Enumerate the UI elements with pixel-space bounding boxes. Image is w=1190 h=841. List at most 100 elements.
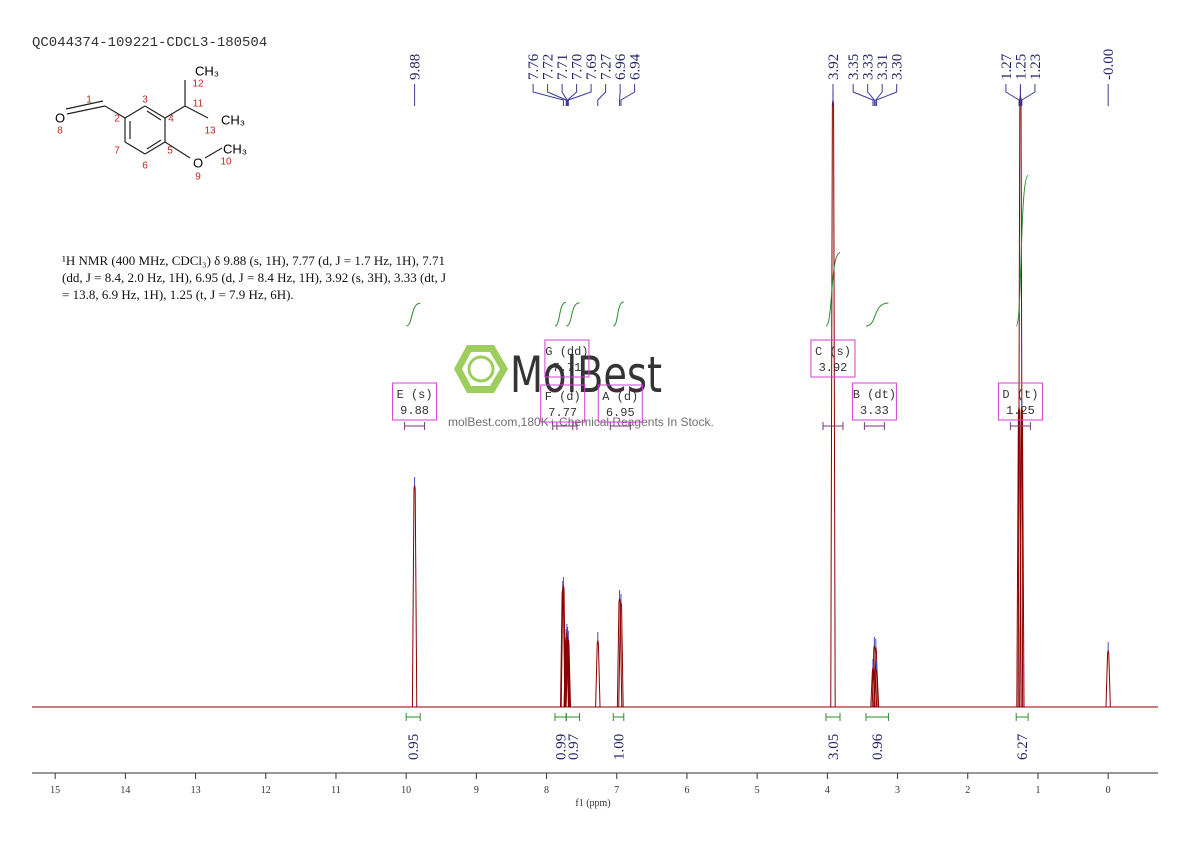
atom-number: 7 [114, 146, 120, 157]
peak-label: 3.35 [846, 54, 862, 80]
integral-bracket [565, 713, 581, 721]
peak-leader [567, 84, 578, 106]
integral-label: 1.00 [612, 734, 628, 760]
atom-number: 1 [86, 95, 92, 106]
x-tick-label: 0 [1106, 785, 1111, 796]
integral-curve [825, 252, 841, 327]
atom-number: 8 [57, 126, 63, 137]
atom-number: 5 [167, 146, 173, 157]
integral-bracket [865, 713, 889, 721]
peak-label: 7.69 [584, 54, 600, 80]
peak-label: -0.00 [1101, 49, 1117, 80]
atom-label: O [193, 155, 203, 170]
multiplet-box [851, 382, 897, 421]
x-tick-label: 8 [544, 785, 549, 796]
multiplet-shift: 3.33 [860, 404, 889, 418]
peak-label: 7.27 [599, 53, 615, 80]
peak-label: 6.96 [613, 53, 629, 80]
atom-number: 2 [114, 114, 120, 125]
atom-number: 3 [142, 95, 148, 106]
chart-title: QC044374-109221-CDCL3-180504 [32, 35, 267, 51]
multiplet-label: D (t) [1002, 388, 1038, 402]
atom-number: 12 [192, 79, 204, 90]
peak-leader [567, 84, 592, 106]
multiplet-range [609, 422, 631, 430]
atom-label: O [55, 110, 65, 125]
multiplet-shift: 3.92 [819, 361, 848, 375]
peak-leader [875, 84, 883, 106]
multiplet-shift: 6.95 [606, 406, 635, 420]
multiplet-range [822, 422, 844, 430]
peak-leader [620, 84, 636, 106]
multiplet-label: B (dt) [853, 388, 896, 402]
peak-leader [876, 84, 898, 106]
integral-label: 3.05 [826, 734, 842, 760]
peak-leader [1021, 84, 1036, 106]
structure: O 8 1 2 3 4 5 6 7 CH₃ 12 11 CH₃ 13 O 9 C… [55, 63, 247, 182]
x-tick-label: 14 [120, 785, 130, 796]
peak-label: 3.33 [861, 54, 877, 80]
x-tick-label: 2 [965, 785, 970, 796]
multiplet-box [544, 339, 590, 378]
integral-bracket [612, 713, 625, 721]
x-tick-label: 12 [261, 785, 271, 796]
atom-number: 10 [220, 157, 232, 168]
atom-number: 11 [193, 99, 204, 110]
integral-label: 0.96 [870, 733, 886, 760]
multiplet-range [404, 422, 426, 430]
multiplet-label: E (s) [397, 388, 433, 402]
integral-bracket [405, 713, 421, 721]
integral-label: 0.95 [406, 734, 422, 760]
peak-label: 1.23 [1028, 54, 1044, 80]
peak-label: 1.27 [999, 53, 1015, 80]
atom-label: CH₃ [221, 112, 245, 127]
integral-curve [566, 302, 580, 327]
integral-curve [865, 302, 889, 327]
atom-label: CH₃ [195, 63, 219, 78]
x-tick-label: 10 [401, 785, 411, 796]
multiplet-box [540, 384, 586, 423]
watermark-logo [467, 355, 495, 383]
peak-label: 7.70 [570, 54, 586, 80]
multiplet-shift: 9.88 [400, 404, 429, 418]
integral-curve [1015, 175, 1029, 327]
peak-label: 3.31 [875, 54, 891, 80]
multiplet-range [552, 422, 574, 430]
integral-curve [405, 302, 421, 327]
integral-bracket [1015, 713, 1029, 721]
integral-label: 6.27 [1015, 733, 1031, 760]
multiplet-box [997, 382, 1043, 421]
peak-leader [597, 84, 607, 106]
peak-label: 1.25 [1013, 54, 1029, 80]
peak-leader [867, 84, 875, 106]
x-tick-label: 4 [825, 785, 830, 796]
peak-label: 3.92 [826, 54, 842, 80]
peak-leader [547, 84, 567, 106]
multiplet-label: G (dd) [545, 345, 588, 359]
atom-label: CH₃ [223, 141, 247, 156]
description: ¹H NMR (400 MHz, CDCl₃) δ 9.88 (s, 1H), … [62, 253, 447, 302]
multiplet-label: F (d) [545, 390, 581, 404]
multiplet-box [810, 339, 856, 378]
multiplet-shift: 7.71 [553, 361, 582, 375]
x-tick-label: 3 [895, 785, 900, 796]
multiplet-box [597, 384, 643, 423]
integral-curve [554, 301, 567, 327]
x-tick-label: 7 [614, 785, 619, 796]
integral-label: 0.99 [554, 734, 570, 760]
x-tick-label: 5 [755, 785, 760, 796]
atom-number: 6 [142, 161, 148, 172]
multiplet-label: A (d) [602, 390, 638, 404]
x-tick-label: 15 [50, 785, 60, 796]
x-tick-label: 1 [1035, 785, 1040, 796]
x-tick-label: 11 [331, 785, 341, 796]
watermark-brand: MolBest [510, 346, 662, 404]
x-tick-label: 6 [684, 785, 689, 796]
atom-number: 9 [195, 172, 201, 183]
peak-leader [619, 84, 621, 106]
peak-label: 9.88 [408, 54, 424, 80]
x-tick-label: 9 [474, 785, 479, 796]
